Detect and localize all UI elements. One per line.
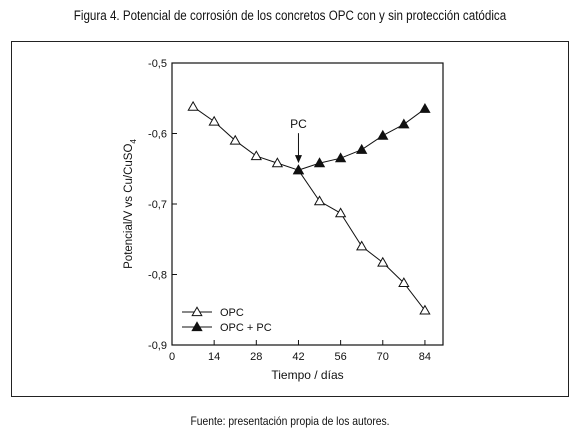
data-point-series-1 (419, 304, 431, 315)
x-tick-label: 14 (208, 351, 220, 363)
data-point-series-1 (377, 256, 389, 267)
annotation: PC (290, 117, 307, 164)
data-point-series-2 (292, 164, 305, 175)
data-point-series-1 (208, 115, 220, 126)
y-axis-label: Potencial/V vs Cu/CuSO4 (123, 139, 138, 269)
y-tick-label: -0,5 (148, 58, 167, 70)
x-tick-label: 84 (419, 351, 431, 363)
x-tick-label: 0 (169, 351, 175, 363)
figure-title: Figura 4. Potencial de corrosión de los … (73, 8, 507, 23)
data-point-series-2 (398, 118, 410, 129)
series-line-1 (192, 106, 426, 311)
data-point-series-2 (313, 157, 326, 168)
data-point-series-1 (250, 150, 262, 161)
chart-frame (11, 41, 569, 397)
annotation-arrow-head (294, 155, 302, 164)
legend: OPC OPC + PC (182, 306, 272, 334)
x-tick-label: 42 (292, 351, 304, 363)
series-line-2 (298, 108, 426, 171)
annotation-label: PC (290, 117, 307, 131)
data-point-series-2 (334, 152, 347, 163)
y-tick-label: -0,8 (148, 270, 167, 282)
data-point-series-1 (334, 207, 347, 218)
y-tick-label: -0,9 (148, 340, 167, 352)
legend-label: OPC (220, 307, 244, 319)
data-point-series-1 (313, 195, 326, 206)
legend-marker (191, 306, 203, 317)
series-layer (187, 100, 431, 315)
data-point-series-1 (229, 134, 241, 145)
data-point-series-2 (419, 103, 431, 113)
legend-label: OPC + PC (220, 322, 272, 334)
y-tick-label: -0,6 (148, 129, 167, 141)
figure-source: Fuente: presentación propia de los autor… (190, 414, 390, 428)
data-point-series-1 (398, 277, 410, 288)
data-point-series-1 (356, 240, 368, 251)
x-tick-label: 70 (377, 351, 389, 363)
data-point-series-1 (271, 157, 284, 168)
x-tick-label: 56 (334, 351, 346, 363)
x-axis-label: Tiempo / días (271, 368, 343, 382)
axes (171, 62, 444, 346)
ticks: 0 14 28 42 56 70 84 -0,5 -0,6 -0,7 -0,8 -0,9 (148, 58, 431, 363)
y-tick-label: -0,7 (148, 199, 167, 211)
data-point-series-2 (356, 143, 368, 154)
y-axis-label-subscript: 4 (129, 139, 138, 144)
data-point-series-2 (377, 129, 389, 140)
data-point-series-1 (187, 100, 199, 111)
y-axis-label-main: Potencial/V vs Cu/CuSO (123, 144, 135, 269)
legend-marker (191, 321, 203, 332)
x-tick-label: 28 (250, 351, 262, 363)
plot-area (171, 62, 444, 346)
